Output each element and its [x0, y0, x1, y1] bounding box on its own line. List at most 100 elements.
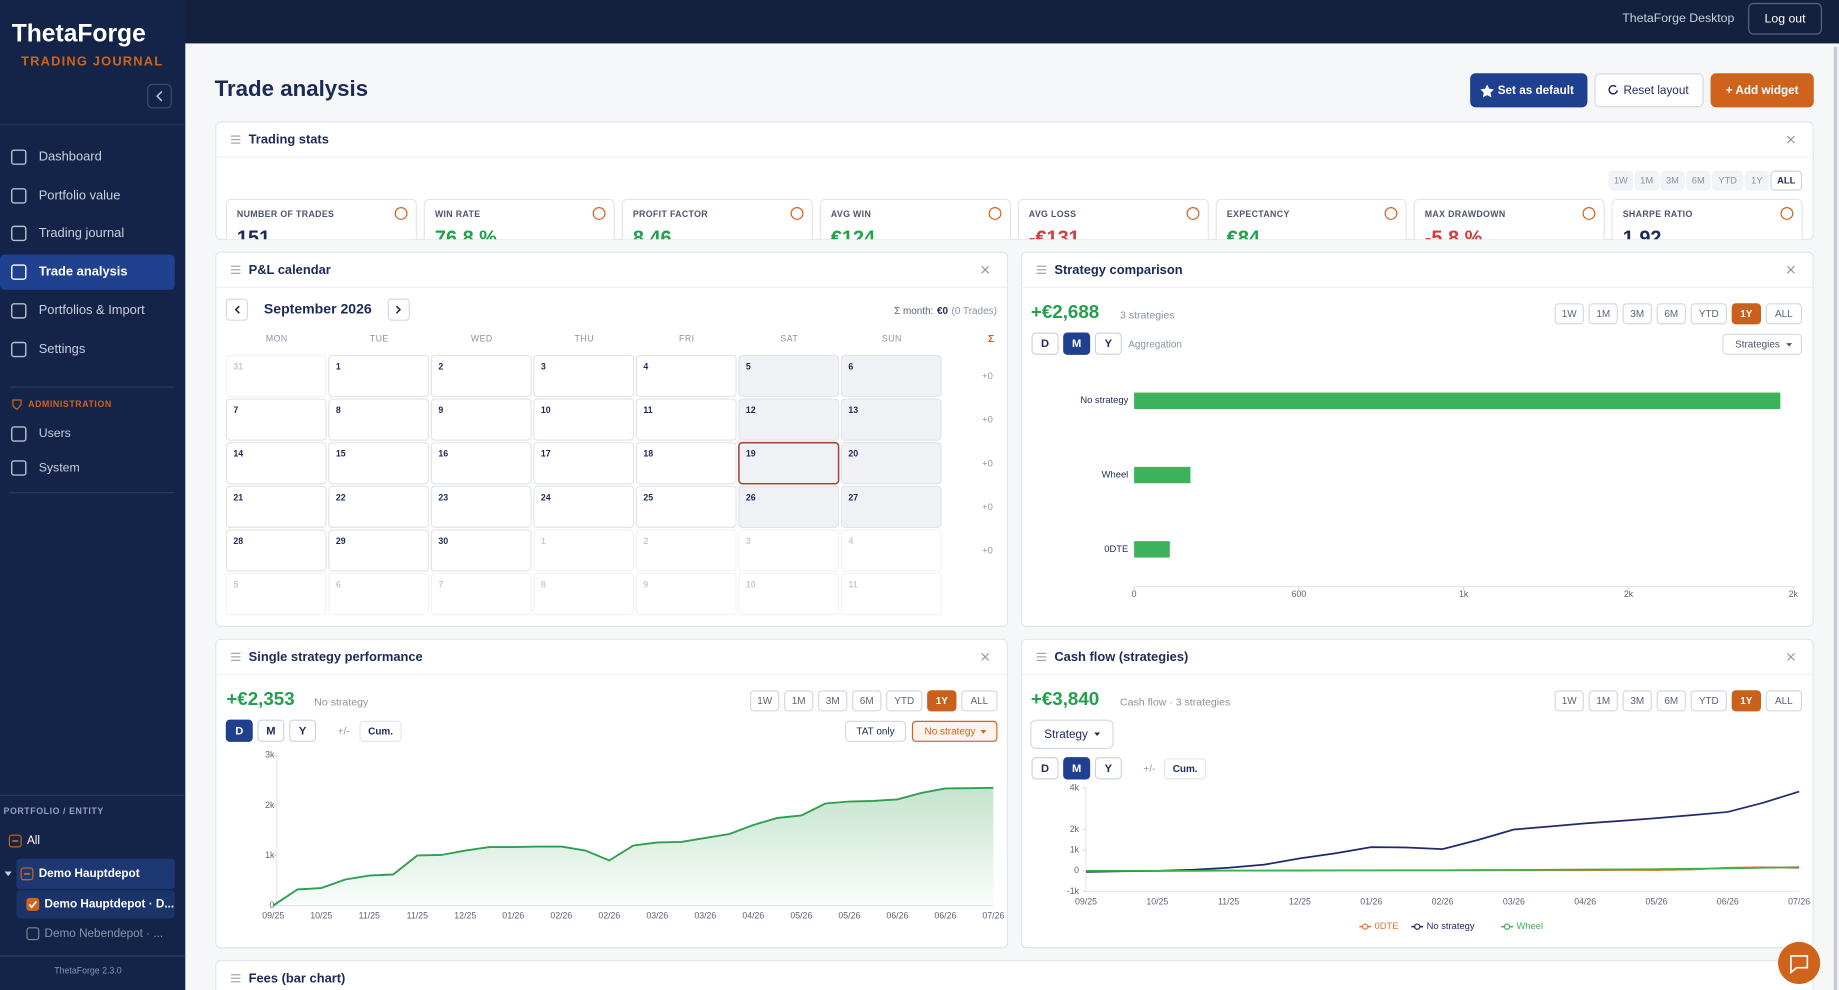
day-cell[interactable]: [840, 442, 942, 485]
aggregation-button[interactable]: D: [1031, 757, 1059, 780]
toggle-plusminus[interactable]: +/-: [1143, 764, 1155, 775]
day-cell[interactable]: [840, 485, 942, 528]
range-button[interactable]: ALL: [1770, 170, 1803, 191]
day-cell[interactable]: [840, 529, 942, 572]
toggle-plusminus[interactable]: +/-: [338, 727, 350, 738]
day-cell[interactable]: [430, 354, 532, 398]
day-cell[interactable]: [635, 529, 737, 572]
aggregation-button[interactable]: Y: [289, 719, 317, 742]
range-button[interactable]: 6M: [1685, 170, 1711, 191]
day-cell[interactable]: [840, 354, 942, 398]
range-button[interactable]: 1Y: [1744, 170, 1770, 191]
aggregation-button[interactable]: Y: [1094, 332, 1122, 355]
range-button[interactable]: 1Y: [1731, 690, 1762, 712]
day-cell[interactable]: [738, 529, 840, 572]
day-cell[interactable]: [430, 485, 532, 528]
aggregation-button[interactable]: D: [1031, 332, 1059, 355]
range-button[interactable]: ALL: [1765, 690, 1803, 712]
nav-item[interactable]: Dashboard: [39, 149, 102, 164]
day-cell[interactable]: [328, 485, 430, 528]
day-cell[interactable]: [738, 354, 840, 398]
day-cell[interactable]: [225, 573, 327, 616]
entity-item[interactable]: Demo Hauptdepot · D...: [45, 897, 175, 910]
day-cell[interactable]: [840, 573, 942, 616]
strategy-filter[interactable]: No strategy: [911, 720, 998, 742]
range-button[interactable]: 3M: [1622, 690, 1652, 712]
aggregation-button[interactable]: Y: [1094, 757, 1122, 780]
group-dropdown[interactable]: Strategy: [1030, 719, 1114, 749]
day-cell[interactable]: [225, 398, 327, 441]
range-button[interactable]: 1Y: [927, 690, 957, 712]
set-default-button[interactable]: Set as default: [1470, 73, 1588, 108]
range-button[interactable]: YTD: [1690, 690, 1727, 712]
day-cell[interactable]: [430, 529, 532, 572]
day-cell[interactable]: [533, 573, 635, 616]
range-button[interactable]: 6M: [1656, 690, 1686, 712]
range-button[interactable]: ALL: [1765, 303, 1803, 325]
day-cell[interactable]: [225, 354, 327, 398]
day-cell[interactable]: [635, 442, 737, 485]
range-button[interactable]: 1W: [1608, 170, 1634, 191]
tat-button[interactable]: TAT only: [845, 720, 907, 742]
day-cell[interactable]: [328, 573, 430, 616]
range-button[interactable]: 1W: [750, 690, 780, 712]
strategies-dropdown[interactable]: Strategies: [1722, 333, 1803, 355]
day-cell[interactable]: [635, 573, 737, 616]
toggle-cumulative[interactable]: Cum.: [359, 720, 402, 742]
day-cell[interactable]: [225, 529, 327, 572]
reset-button[interactable]: Reset layout: [1594, 73, 1704, 108]
day-cell[interactable]: [328, 529, 430, 572]
day-cell[interactable]: [328, 398, 430, 441]
aggregation-button[interactable]: M: [1063, 332, 1091, 355]
day-cell[interactable]: [635, 485, 737, 528]
aggregation-button[interactable]: M: [1063, 757, 1091, 780]
range-button[interactable]: 3M: [1660, 170, 1685, 191]
day-cell[interactable]: [328, 354, 430, 398]
day-cell[interactable]: [328, 442, 430, 485]
range-button[interactable]: 1M: [1634, 170, 1659, 191]
entity-item[interactable]: Demo Hauptdepot: [39, 867, 140, 880]
day-cell[interactable]: [738, 573, 840, 616]
day-cell[interactable]: [738, 398, 840, 441]
day-cell[interactable]: [533, 354, 635, 398]
nav-item[interactable]: Trading journal: [39, 225, 125, 240]
nav-item[interactable]: Portfolio value: [39, 187, 121, 202]
range-button[interactable]: YTD: [886, 690, 923, 712]
range-button[interactable]: YTD: [1711, 170, 1744, 191]
range-button[interactable]: 1Y: [1731, 303, 1762, 325]
entity-item[interactable]: Demo Nebendepot · ...: [45, 927, 164, 940]
range-button[interactable]: 1M: [1588, 690, 1618, 712]
range-button[interactable]: 3M: [1622, 303, 1652, 325]
range-button[interactable]: 6M: [1656, 303, 1686, 325]
day-cell[interactable]: [430, 442, 532, 485]
nav-item[interactable]: Trade analysis: [39, 264, 128, 279]
range-button[interactable]: 1W: [1554, 303, 1584, 325]
aggregation-button[interactable]: M: [257, 719, 285, 742]
range-button[interactable]: 1W: [1554, 690, 1584, 712]
day-cell[interactable]: [225, 442, 327, 485]
day-cell[interactable]: [533, 398, 635, 441]
nav-item[interactable]: Settings: [39, 341, 86, 356]
range-button[interactable]: 6M: [852, 690, 882, 712]
day-cell[interactable]: [635, 398, 737, 441]
range-button[interactable]: 1M: [784, 690, 814, 712]
day-cell[interactable]: [430, 398, 532, 441]
logout-button[interactable]: Log out: [1748, 2, 1822, 35]
entity-item[interactable]: All: [27, 834, 40, 847]
range-button[interactable]: 3M: [818, 690, 848, 712]
add-widget-button[interactable]: + Add widget: [1710, 73, 1814, 108]
day-cell[interactable]: [225, 485, 327, 528]
admin-item[interactable]: Users: [39, 426, 71, 440]
day-cell[interactable]: [533, 529, 635, 572]
range-button[interactable]: YTD: [1690, 303, 1727, 325]
toggle-cumulative[interactable]: Cum.: [1164, 758, 1207, 780]
day-cell[interactable]: [738, 485, 840, 528]
day-cell[interactable]: [533, 485, 635, 528]
aggregation-button[interactable]: D: [225, 719, 253, 742]
day-cell[interactable]: [533, 442, 635, 485]
range-button[interactable]: 1M: [1588, 303, 1618, 325]
day-cell[interactable]: [635, 354, 737, 398]
admin-item[interactable]: System: [39, 460, 80, 474]
range-button[interactable]: ALL: [961, 690, 998, 712]
day-cell[interactable]: [840, 398, 942, 441]
